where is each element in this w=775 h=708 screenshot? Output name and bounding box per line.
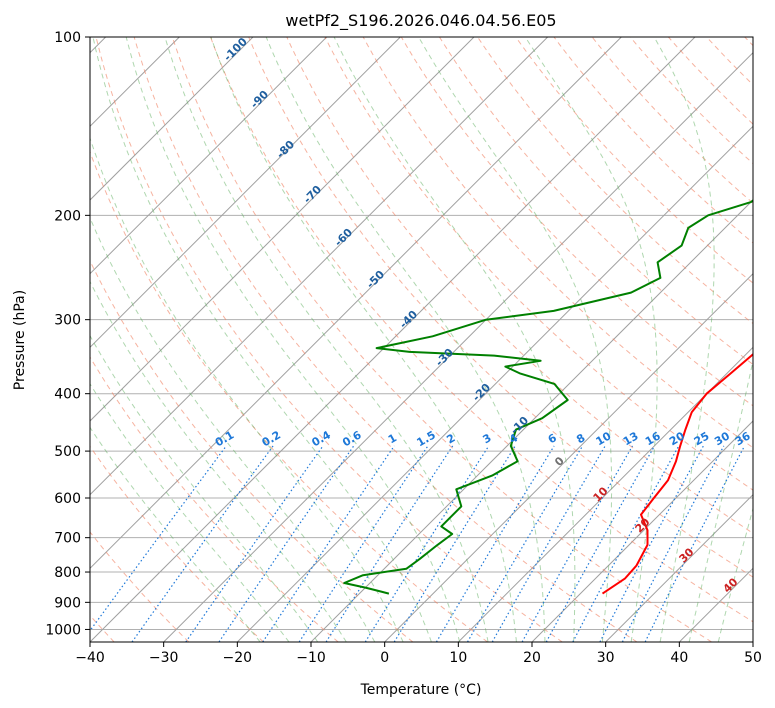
isotherm-line [457, 346, 753, 642]
mixing-ratio-line [131, 445, 274, 642]
dry-adiabat [477, 37, 753, 325]
mixing-ratio-line [644, 445, 746, 642]
mixing-ratio-line [298, 445, 429, 642]
dry-adiabat [286, 37, 753, 534]
x-tick-label: −20 [223, 650, 253, 666]
dry-adiabat [133, 37, 638, 642]
dry-adiabat [591, 37, 753, 204]
isotherm-line [384, 272, 753, 642]
mixing-ratio-line [393, 445, 516, 642]
chart-title: wetPf2_S196.2026.046.04.56.E05 [285, 11, 556, 31]
dry-adiabat [90, 531, 190, 642]
mixing-ratio-line [435, 445, 555, 642]
dry-adiabat [248, 37, 753, 578]
x-tick-label: −30 [149, 650, 179, 666]
x-tick-label: −10 [296, 650, 326, 666]
x-tick-label: 40 [670, 650, 688, 666]
y-tick-label: 900 [54, 595, 81, 611]
mixing-ratio-line [262, 445, 395, 642]
dry-adiabat [90, 259, 414, 642]
moist-adiabat [125, 37, 461, 642]
y-tick-label: 100 [54, 30, 81, 46]
isotherm-line [90, 37, 549, 496]
plot-frame [89, 36, 754, 643]
isotherm-line [90, 37, 328, 275]
isotherm-line [531, 420, 753, 642]
moist-adiabat [265, 37, 546, 642]
mixing-ratio-line [466, 445, 584, 642]
series [343, 199, 753, 595]
dry-adiabat [553, 37, 753, 244]
mixing-ratio-line [521, 445, 634, 642]
y-axis: 100 200 300 400 500 600 700 800 900 1000 [45, 30, 90, 638]
y-tick-label: 700 [54, 531, 81, 547]
mixing-ratio-line [325, 445, 454, 642]
dewpoint-profile-line [343, 199, 753, 595]
dry-adiabat [438, 37, 753, 366]
isotherm-line [236, 125, 753, 642]
x-axis: −40 −30 −20 −10 0 10 20 30 40 50 [75, 642, 762, 666]
moist-adiabat [90, 216, 376, 642]
y-tick-label: 400 [54, 387, 81, 403]
mixing-ratio-line [185, 445, 324, 642]
x-tick-label: 50 [744, 650, 762, 666]
y-tick-label: 1000 [45, 622, 81, 638]
x-axis-label: Temperature (°C) [360, 682, 482, 698]
y-axis-label: Pressure (hPa) [12, 290, 28, 390]
y-tick-label: 200 [54, 208, 81, 224]
y-tick-label: 500 [54, 444, 81, 460]
dry-adiabat [515, 37, 753, 284]
isotherm-line [90, 37, 254, 201]
temperature-profile-line [601, 352, 753, 595]
y-tick-label: 800 [54, 565, 81, 581]
moist-adiabat [92, 37, 432, 642]
dry-adiabat [171, 37, 712, 642]
x-tick-label: 10 [449, 650, 467, 666]
x-tick-label: 0 [380, 650, 389, 666]
background-lines [90, 37, 753, 642]
grid [90, 37, 753, 642]
moist-adiabat [90, 280, 347, 642]
y-tick-label: 600 [54, 491, 81, 507]
isotherm-line [90, 37, 401, 349]
x-tick-label: 20 [523, 650, 541, 666]
moist-adiabat [210, 37, 517, 642]
moist-adiabat [418, 37, 613, 642]
moist-adiabat [333, 37, 576, 642]
moist-adiabat [164, 37, 489, 642]
isotherm-line [90, 37, 622, 570]
mixing-ratio-line [218, 445, 355, 642]
isotherm-line [90, 37, 696, 642]
moist-adiabat [90, 334, 319, 642]
dry-adiabat [629, 37, 753, 165]
mixing-ratio-line [364, 445, 490, 642]
mixing-ratio-line [545, 445, 656, 642]
moist-adiabat [524, 37, 658, 642]
mixing-ratio-line [621, 445, 725, 642]
dry-adiabat [90, 150, 488, 642]
moist-adiabat [90, 136, 404, 642]
x-tick-label: −40 [75, 650, 105, 666]
isotherm-line [605, 493, 753, 642]
moist-adiabat [90, 426, 261, 642]
dry-adiabat [210, 37, 753, 623]
x-tick-label: 30 [597, 650, 615, 666]
moist-adiabat [653, 37, 715, 642]
isotherm-line [90, 37, 475, 422]
y-tick-label: 300 [54, 313, 81, 329]
isotherm-line [163, 51, 753, 642]
dry-adiabat [90, 356, 339, 642]
